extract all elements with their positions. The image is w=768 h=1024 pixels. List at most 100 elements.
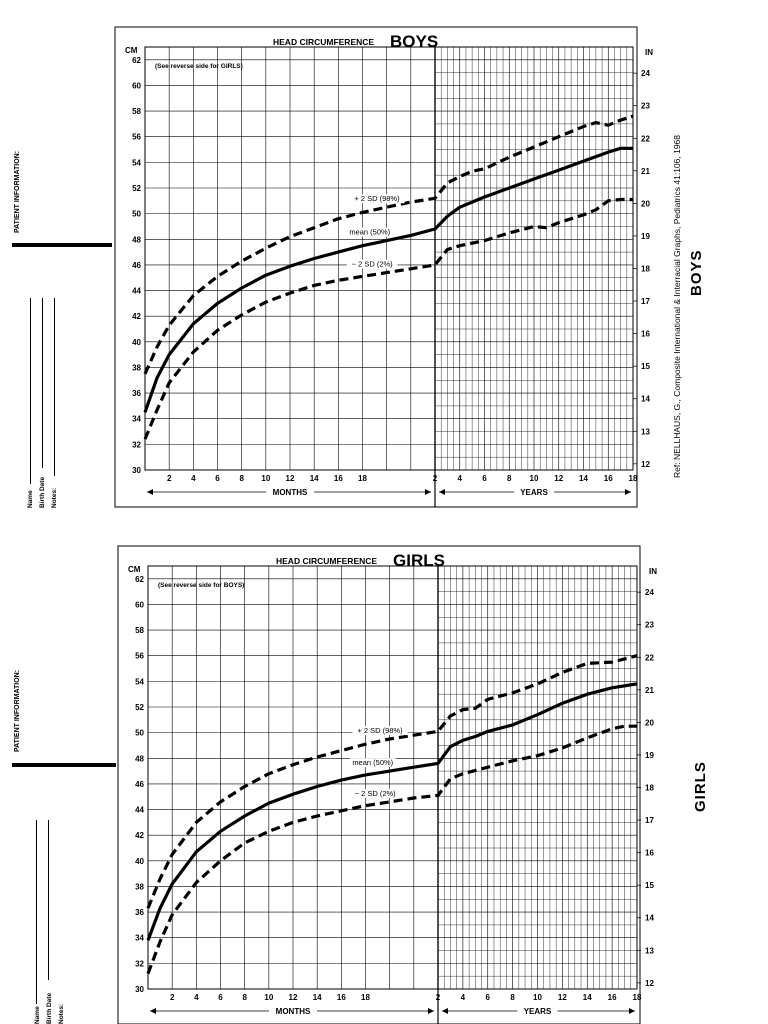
girls-months-arrowhead-right bbox=[428, 1008, 434, 1014]
girls-ytick-in: 13 bbox=[645, 946, 654, 955]
boys-xtick-year: 8 bbox=[507, 474, 512, 483]
girls-xlabel-months: MONTHS bbox=[276, 1007, 311, 1016]
girls-title-prefix: HEAD CIRCUMFERENCE bbox=[276, 556, 377, 566]
girls-xtick-year: 14 bbox=[583, 993, 592, 1002]
boys-ytick-cm: 50 bbox=[132, 210, 141, 219]
girls-xtick-month: 12 bbox=[289, 993, 298, 1002]
boys-xlabel-years: YEARS bbox=[520, 488, 548, 497]
girls-curve-label-bg bbox=[349, 758, 396, 768]
girls-ytick-in: 12 bbox=[645, 979, 654, 988]
girls-xtick-month: 14 bbox=[313, 993, 322, 1002]
girls-ytick-cm: 32 bbox=[135, 959, 144, 968]
boys-series-mean bbox=[143, 146, 633, 413]
girls-ylabel-cm: CM bbox=[128, 565, 141, 574]
boys-months-label-bg bbox=[266, 487, 314, 497]
girls-xtick-month: 16 bbox=[337, 993, 346, 1002]
girls-ytick-in: 20 bbox=[645, 718, 654, 727]
boys-ytick-cm: 44 bbox=[132, 287, 141, 296]
boys-ytick-in: 22 bbox=[641, 134, 650, 143]
boys-frame bbox=[114, 26, 638, 508]
girls-patient-info-bar bbox=[12, 763, 116, 767]
boys-name-line[interactable] bbox=[30, 298, 31, 484]
girls-xtick-year: 16 bbox=[608, 993, 617, 1002]
girls-ytick-cm: 46 bbox=[135, 780, 144, 789]
girls-ytick-in: 18 bbox=[645, 783, 654, 792]
girls-ytick-cm: 36 bbox=[135, 908, 144, 917]
girls-ytick-in: 14 bbox=[645, 914, 654, 923]
girls-ytick-in: 16 bbox=[645, 849, 654, 858]
girls-ytick-cm: 44 bbox=[135, 806, 144, 815]
girls-xtick-year: 12 bbox=[558, 993, 567, 1002]
girls-ytick-cm: 52 bbox=[135, 703, 144, 712]
girls-ytick-cm: 60 bbox=[135, 600, 144, 609]
boys-ytick-in: 12 bbox=[641, 460, 650, 469]
boys-years-arrowhead-left bbox=[439, 489, 445, 495]
boys-xtick-year: 18 bbox=[629, 474, 638, 483]
boys-ytick-cm: 58 bbox=[132, 107, 141, 116]
boys-xtick-year: 6 bbox=[482, 474, 487, 483]
boys-months-arrowhead-left bbox=[147, 489, 153, 495]
girls-ytick-cm: 54 bbox=[135, 677, 144, 686]
boys-ytick-in: 17 bbox=[641, 297, 650, 306]
boys-birth-date-line[interactable] bbox=[42, 298, 43, 468]
boys-ytick-cm: 60 bbox=[132, 81, 141, 90]
boys-ytick-cm: 54 bbox=[132, 158, 141, 167]
boys-ytick-cm: 56 bbox=[132, 133, 141, 142]
boys-notes-line[interactable] bbox=[54, 298, 55, 476]
boys-ytick-cm: 34 bbox=[132, 415, 141, 424]
boys-ytick-cm: 46 bbox=[132, 261, 141, 270]
boys-ytick-in: 16 bbox=[641, 330, 650, 339]
girls-ytick-cm: 42 bbox=[135, 831, 144, 840]
boys-ytick-in: 13 bbox=[641, 427, 650, 436]
boys-xtick-year: 4 bbox=[458, 474, 463, 483]
girls-ytick-cm: 56 bbox=[135, 652, 144, 661]
girls-ytick-cm: 40 bbox=[135, 857, 144, 866]
girls-ytick-cm: 34 bbox=[135, 934, 144, 943]
girls-xtick-year: 10 bbox=[533, 993, 542, 1002]
girls-curve-label: mean (50%) bbox=[352, 758, 393, 767]
girls-ytick-cm: 58 bbox=[135, 626, 144, 635]
boys-series-plus-2sd bbox=[143, 114, 634, 375]
boys-ytick-cm: 52 bbox=[132, 184, 141, 193]
girls-xlabel-years: YEARS bbox=[524, 1007, 552, 1016]
boys-ytick-cm: 30 bbox=[132, 466, 141, 475]
girls-xtick-year: 6 bbox=[486, 993, 491, 1002]
girls-series-minus-2sd bbox=[146, 724, 637, 975]
girls-title-main: GIRLS bbox=[393, 551, 445, 570]
girls-ytick-in: 23 bbox=[645, 621, 654, 630]
boys-xtick-month: 6 bbox=[215, 474, 220, 483]
boys-xtick-year: 12 bbox=[554, 474, 563, 483]
girls-reverse-note: (See reverse side for BOYS) bbox=[158, 582, 244, 589]
boys-ylabel-cm: CM bbox=[125, 46, 138, 55]
girls-chart: HEAD CIRCUMFERENCE GIRLS (See reverse side… bbox=[117, 545, 657, 1024]
boys-title-main: BOYS bbox=[390, 32, 438, 51]
girls-ytick-cm: 50 bbox=[135, 729, 144, 738]
girls-xtick-year: 4 bbox=[461, 993, 466, 1002]
boys-ytick-in: 24 bbox=[641, 69, 650, 78]
girls-ytick-cm: 30 bbox=[135, 985, 144, 994]
boys-ylabel-in: IN bbox=[645, 48, 653, 57]
girls-years-arrowhead-right bbox=[629, 1008, 635, 1014]
boys-xtick-year: 10 bbox=[530, 474, 539, 483]
boys-chart: HEAD CIRCUMFERENCE BOYS (See reverse side … bbox=[114, 26, 653, 508]
boys-ytick-cm: 36 bbox=[132, 389, 141, 398]
boys-xtick-year: 2 bbox=[433, 474, 438, 483]
girls-months-label-bg bbox=[269, 1006, 317, 1016]
boys-curve-label-bg bbox=[349, 194, 405, 204]
boys-curve-label: − 2 SD (2%) bbox=[352, 260, 394, 269]
girls-xtick-month: 10 bbox=[264, 993, 273, 1002]
girls-name-line[interactable] bbox=[36, 820, 37, 1004]
girls-xtick-month: 2 bbox=[170, 993, 175, 1002]
girls-curve-label: + 2 SD (98%) bbox=[357, 726, 403, 735]
boys-curve-label-bg bbox=[346, 259, 398, 269]
girls-birth-date-line[interactable] bbox=[48, 820, 49, 980]
girls-ytick-in: 24 bbox=[645, 588, 654, 597]
girls-ytick-in: 21 bbox=[645, 686, 654, 695]
boys-curve-label: + 2 SD (98%) bbox=[354, 194, 400, 203]
boys-title-prefix: HEAD CIRCUMFERENCE bbox=[273, 37, 374, 47]
boys-series-minus-2sd bbox=[143, 197, 633, 440]
boys-ytick-cm: 32 bbox=[132, 440, 141, 449]
girls-ytick-in: 17 bbox=[645, 816, 654, 825]
boys-years-arrowhead-right bbox=[625, 489, 631, 495]
